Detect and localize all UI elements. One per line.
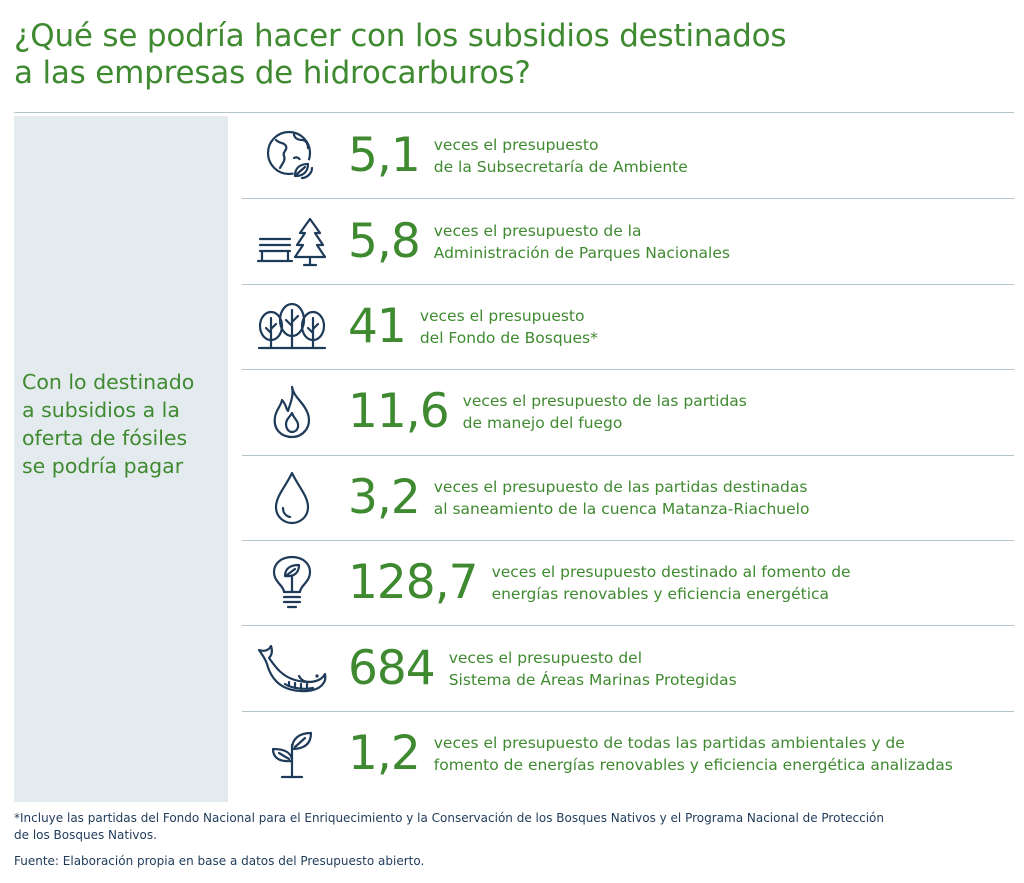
list-item: 5,8 veces el presupuesto de la Administr… — [242, 199, 1014, 285]
title-line-2: a las empresas de hidrocarburos? — [14, 55, 531, 91]
row-number: 1,2 — [348, 726, 421, 782]
row-desc-line-1: veces el presupuesto de las partidas — [462, 392, 747, 411]
row-desc-line-1: veces el presupuesto del — [448, 648, 643, 667]
row-number: 684 — [348, 640, 436, 696]
row-description: veces el presupuesto del Fondo de Bosque… — [420, 305, 598, 349]
row-number: 3,2 — [348, 469, 421, 525]
footnote-line-2: de los Bosques Nativos. — [14, 828, 157, 842]
globe-leaf-icon — [242, 128, 342, 184]
row-desc-line-1: veces el presupuesto de las partidas des… — [433, 477, 808, 496]
row-desc-line-2: de manejo del fuego — [462, 414, 623, 433]
left-text-line-3: oferta de fósiles — [22, 426, 188, 450]
row-description: veces el presupuesto destinado al foment… — [492, 561, 851, 605]
page-title: ¿Qué se podría hacer con los subsidios d… — [14, 18, 1014, 92]
list-item: 3,2 veces el presupuesto de las partidas… — [242, 456, 1014, 541]
list-item: 128,7 veces el presupuesto destinado al … — [242, 541, 1014, 627]
park-bench-tree-icon — [242, 217, 342, 267]
row-desc-line-2: fomento de energías renovables y eficien… — [433, 756, 953, 775]
row-desc-line-1: veces el presupuesto — [419, 306, 585, 325]
row-description: veces el presupuesto de la Subsecretaría… — [434, 134, 688, 178]
sprout-icon — [242, 725, 342, 783]
row-number: 11,6 — [348, 384, 450, 440]
top-divider — [14, 112, 1014, 113]
row-desc-line-1: veces el presupuesto de la — [433, 221, 642, 240]
row-desc-line-1: veces el presupuesto de todas las partid… — [433, 734, 905, 753]
list-item: 684 veces el presupuesto del Sistema de … — [242, 626, 1014, 712]
row-number: 128,7 — [348, 555, 479, 611]
row-desc-line-2: energías renovables y eficiencia energét… — [491, 585, 830, 604]
row-description: veces el presupuesto de las partidas de … — [463, 390, 747, 434]
row-desc-line-2: del Fondo de Bosques* — [419, 328, 598, 347]
row-desc-line-2: Administración de Parques Nacionales — [433, 243, 730, 262]
comparison-list: 5,1 veces el presupuesto de la Subsecret… — [242, 114, 1014, 797]
row-desc-line-2: Sistema de Áreas Marinas Protegidas — [448, 670, 737, 689]
row-description: veces el presupuesto de todas las partid… — [434, 732, 953, 776]
row-number: 5,1 — [348, 128, 421, 184]
list-item: 11,6 veces el presupuesto de las partida… — [242, 370, 1014, 456]
row-description: veces el presupuesto del Sistema de Área… — [449, 647, 737, 691]
footnote-line-1: *Incluye las partidas del Fondo Nacional… — [14, 811, 885, 825]
source-note: Fuente: Elaboración propia en base a dat… — [14, 854, 425, 868]
list-item: 5,1 veces el presupuesto de la Subsecret… — [242, 114, 1014, 200]
left-panel — [14, 116, 228, 802]
row-desc-line-1: veces el presupuesto — [433, 136, 599, 155]
row-number: 41 — [348, 298, 407, 354]
left-text-line-1: Con lo destinado — [22, 370, 195, 394]
whale-icon — [242, 644, 342, 694]
row-number: 5,8 — [348, 213, 421, 269]
footnote: *Incluye las partidas del Fondo Nacional… — [14, 810, 1014, 844]
row-description: veces el presupuesto de la Administració… — [434, 220, 730, 264]
row-desc-line-2: de la Subsecretaría de Ambiente — [433, 158, 688, 177]
left-text-line-2: a subsidios a la — [22, 398, 180, 422]
row-desc-line-2: al saneamiento de la cuenca Matanza-Riac… — [433, 499, 810, 518]
left-text-line-4: se podría pagar — [22, 454, 184, 478]
row-description: veces el presupuesto de las partidas des… — [434, 476, 810, 520]
row-desc-line-1: veces el presupuesto destinado al foment… — [491, 563, 851, 582]
list-item: 1,2 veces el presupuesto de todas las pa… — [242, 712, 1014, 797]
forest-trees-icon — [242, 300, 342, 354]
water-drop-icon — [242, 470, 342, 526]
flame-icon — [242, 384, 342, 440]
list-item: 41 veces el presupuesto del Fondo de Bos… — [242, 285, 1014, 371]
lightbulb-leaf-icon — [242, 554, 342, 612]
title-line-1: ¿Qué se podría hacer con los subsidios d… — [14, 18, 787, 54]
left-panel-text: Con lo destinado a subsidios a la oferta… — [22, 368, 222, 480]
